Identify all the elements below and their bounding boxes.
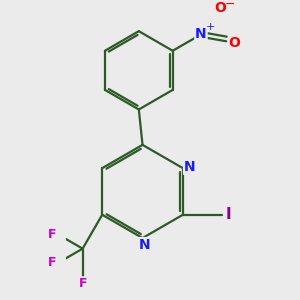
- Text: N: N: [184, 160, 195, 174]
- Text: N: N: [195, 28, 207, 41]
- Text: I: I: [226, 207, 231, 222]
- Text: O: O: [228, 36, 240, 50]
- Text: −: −: [225, 0, 235, 11]
- Text: +: +: [206, 22, 215, 32]
- Text: F: F: [48, 228, 56, 241]
- Text: N: N: [139, 238, 150, 252]
- Text: O: O: [214, 1, 226, 15]
- Text: F: F: [48, 256, 56, 269]
- Text: F: F: [78, 277, 87, 290]
